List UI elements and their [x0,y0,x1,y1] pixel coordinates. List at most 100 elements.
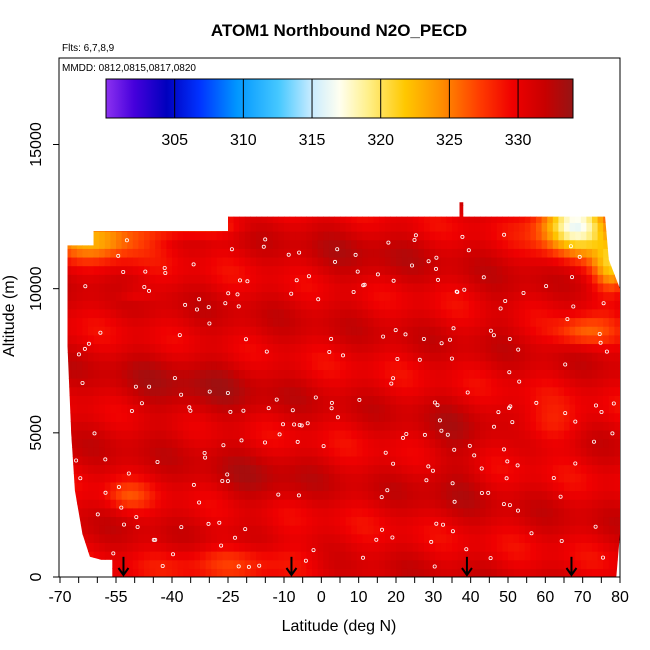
heatmap-cell [485,334,492,345]
heatmap-cell [328,256,335,267]
sample-point [400,435,405,440]
heatmap-cell [345,481,352,492]
sample-point [386,240,391,245]
heatmap-cell [508,429,515,440]
heatmap-cell [603,282,610,293]
heatmap-cell [356,239,363,249]
heatmap-cell [547,213,554,223]
heatmap-cell [188,326,195,336]
heatmap-cell [440,421,447,431]
heatmap-cell [424,542,431,552]
heatmap-cell [306,369,313,379]
sample-point [563,411,568,416]
heatmap-cell [328,533,335,543]
heatmap-cell [435,239,442,249]
heatmap-cell [340,369,347,379]
heatmap-cell [373,421,380,431]
heatmap-cell [435,533,442,543]
heatmap-cell [384,429,391,440]
heatmap-cell [211,429,218,440]
heatmap-cell [177,334,184,345]
heatmap-cell [272,265,279,275]
heatmap-cell [289,300,296,310]
heatmap-cell [580,265,587,275]
heatmap-cell [278,360,285,370]
heatmap-cell [82,386,89,396]
heatmap-cell [586,386,593,396]
heatmap-cell [149,256,156,267]
heatmap-cell [547,222,554,232]
heatmap-cell [513,490,520,500]
heatmap-cell [362,568,369,577]
heatmap-cell [480,395,487,405]
heatmap-cell [457,568,464,577]
heatmap-cell [216,481,223,492]
heatmap-cell [166,421,173,431]
heatmap-cell [485,317,492,327]
heatmap-cell [345,568,352,577]
heatmap-cell [580,559,587,569]
heatmap-cell [463,248,470,258]
heatmap-cell [435,369,442,379]
heatmap-cell [272,499,279,509]
heatmap-cell [541,231,548,241]
heatmap-cell [608,300,615,310]
heatmap-cell [384,317,391,327]
heatmap-cell [480,429,487,440]
heatmap-cell [351,464,358,474]
heatmap-cell [267,568,274,577]
heatmap-cell [356,317,363,327]
heatmap-cell [334,404,341,414]
heatmap-cell [250,438,257,448]
heatmap-cell [530,239,537,249]
heatmap-cell [300,455,307,466]
heatmap-cell [564,464,571,474]
heatmap-cell [575,447,582,457]
heatmap-cell [429,386,436,396]
heatmap-cell [312,326,319,336]
heatmap-cell [172,499,179,509]
heatmap-cell [457,360,464,370]
heatmap-cell [132,308,139,319]
heatmap-cell [110,438,117,448]
heatmap-cell [446,291,453,301]
heatmap-cell [558,222,565,232]
heatmap-cell [312,412,319,422]
heatmap-cell [205,438,212,448]
heatmap-cell [267,343,274,353]
heatmap-cell [289,542,296,552]
heatmap-cell [188,568,195,577]
heatmap-cell [160,334,167,345]
heatmap-cell [116,525,123,535]
heatmap-cell [569,516,576,526]
heatmap-cell [104,326,111,336]
heatmap-cell [295,291,302,301]
heatmap-cell [491,308,498,319]
heatmap-cell [116,300,123,310]
heatmap-cell [368,490,375,500]
heatmap-cell [172,256,179,267]
heatmap-cell [424,412,431,422]
heatmap-cell [457,239,464,249]
heatmap-cell [155,308,162,319]
heatmap-cell [289,334,296,345]
heatmap-cell [362,447,369,457]
heatmap-cell [127,248,134,258]
heatmap-cell [614,507,620,518]
heatmap-cell [547,551,554,561]
heatmap-cell [513,429,520,440]
heatmap-cell [317,334,324,345]
sample-point [179,525,184,530]
heatmap-cell [368,395,375,405]
heatmap-cell [558,352,565,362]
heatmap-cell [558,386,565,396]
heatmap-cell [82,395,89,405]
heatmap-cell [401,499,408,509]
heatmap-cell [194,429,201,440]
heatmap-cell [468,369,475,379]
heatmap-cell [345,464,352,474]
heatmap-cell [480,421,487,431]
heatmap-cell [401,542,408,552]
heatmap-cell [390,213,397,223]
heatmap-cell [396,265,403,275]
